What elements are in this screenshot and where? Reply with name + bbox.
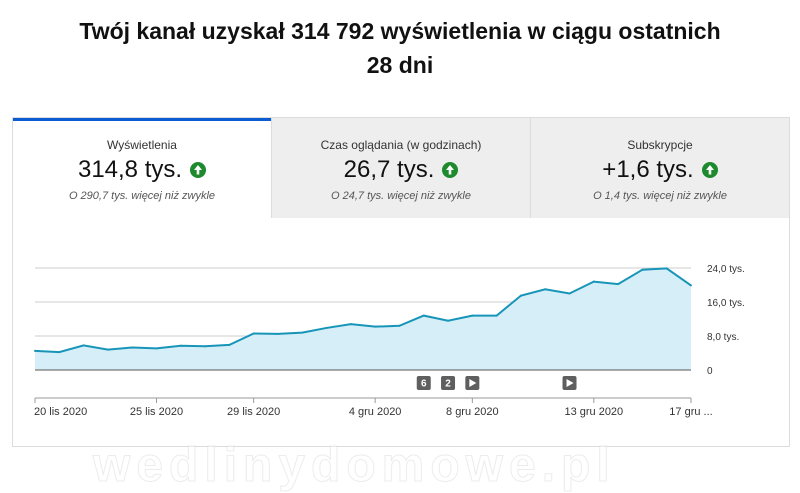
data-point [228, 343, 231, 346]
data-point [204, 345, 207, 348]
data-point [617, 283, 620, 286]
data-point [276, 332, 279, 335]
annotation-marker [441, 376, 456, 390]
tab-watch-time-value: 26,7 tys. [343, 156, 435, 183]
tab-subscriptions-label: Subskrypcje [627, 138, 693, 152]
data-point [179, 344, 182, 347]
headline-line-1: Twój kanał uzyskał 314 792 wyświetlenia … [79, 18, 721, 44]
x-tick-label: 8 gru 2020 [446, 406, 499, 418]
data-point [58, 351, 61, 354]
data-point [34, 349, 36, 352]
analytics-card: Wyświetlenia 314,8 tys. O 290,7 tys. wię… [12, 117, 790, 493]
up-arrow-icon [190, 162, 207, 178]
data-point [155, 347, 158, 350]
data-point [592, 280, 595, 283]
data-point [447, 319, 450, 322]
y-tick-label: 8,0 tys. [707, 332, 739, 343]
tab-watch-time[interactable]: Czas oglądania (w godzinach) 26,7 tys. O… [271, 118, 530, 218]
tab-subscriptions-value: +1,6 tys. [602, 156, 694, 183]
tab-views-label: Wyświetlenia [107, 138, 177, 152]
tab-views-comparison: O 290,7 tys. więcej niż zwykle [68, 190, 216, 202]
metric-tabs: Wyświetlenia 314,8 tys. O 290,7 tys. wię… [13, 118, 789, 218]
y-tick-label: 16,0 tys. [707, 298, 745, 309]
annotation-marker-label: 2 [445, 379, 451, 390]
headline: Twój kanał uzyskał 314 792 wyświetlenia … [0, 14, 800, 82]
headline-line-2: 28 dni [366, 52, 434, 78]
up-arrow-icon [701, 162, 718, 178]
data-point [131, 346, 134, 349]
y-tick-label: 0 [707, 366, 713, 377]
x-tick-label: 4 gru 2020 [349, 406, 402, 418]
tab-watch-time-label: Czas oglądania (w godzinach) [320, 138, 482, 152]
x-tick-label: 20 lis 2020 [34, 406, 87, 418]
data-point [690, 284, 692, 287]
data-point [568, 292, 571, 295]
tab-views-value-row: 314,8 tys. [13, 156, 271, 184]
tab-subscriptions-comparison: O 1,4 tys. więcej niż zwykle [593, 190, 727, 202]
x-tick-label: 17 gru ... [669, 406, 712, 418]
data-point [641, 268, 644, 271]
series-area [35, 268, 691, 370]
data-point [349, 323, 352, 326]
data-point [252, 332, 255, 335]
views-chart: 0 8,0 tys. 16,0 tys. 24,0 tys. 6 2 20 lis 2020… [34, 264, 745, 418]
tab-subscriptions-value-row: +1,6 tys. [531, 156, 789, 184]
tab-watch-time-value-row: 26,7 tys. [272, 156, 530, 184]
data-point [471, 314, 474, 317]
data-point [398, 324, 401, 327]
data-point [519, 294, 522, 297]
data-point [422, 314, 425, 317]
play-icon [566, 379, 574, 387]
tab-watch-time-comparison: O 24,7 tys. więcej niż zwykle [331, 190, 471, 202]
data-point [495, 314, 498, 317]
x-tick-label: 29 lis 2020 [227, 406, 280, 418]
series-line [34, 267, 692, 354]
annotation-marker [416, 376, 431, 390]
watermark: wedlinydomowe.pl [93, 439, 616, 493]
play-icon [469, 379, 477, 387]
data-point [665, 267, 668, 270]
x-tick-label: 13 gru 2020 [564, 406, 623, 418]
up-arrow-icon [442, 162, 459, 178]
annotation-marker-label: 6 [421, 379, 427, 390]
data-point [325, 326, 328, 329]
data-point [106, 348, 109, 351]
tab-views-value: 314,8 tys. [77, 156, 183, 183]
data-point [301, 331, 304, 334]
data-point [544, 288, 547, 291]
y-tick-label: 24,0 tys. [707, 264, 745, 275]
tab-subscriptions[interactable]: Subskrypcje +1,6 tys. O 1,4 tys. więcej … [530, 118, 789, 218]
x-tick-label: 25 lis 2020 [130, 406, 183, 418]
tab-views[interactable]: Wyświetlenia 314,8 tys. O 290,7 tys. wię… [13, 118, 271, 218]
data-point [82, 344, 85, 347]
data-point [374, 325, 377, 328]
